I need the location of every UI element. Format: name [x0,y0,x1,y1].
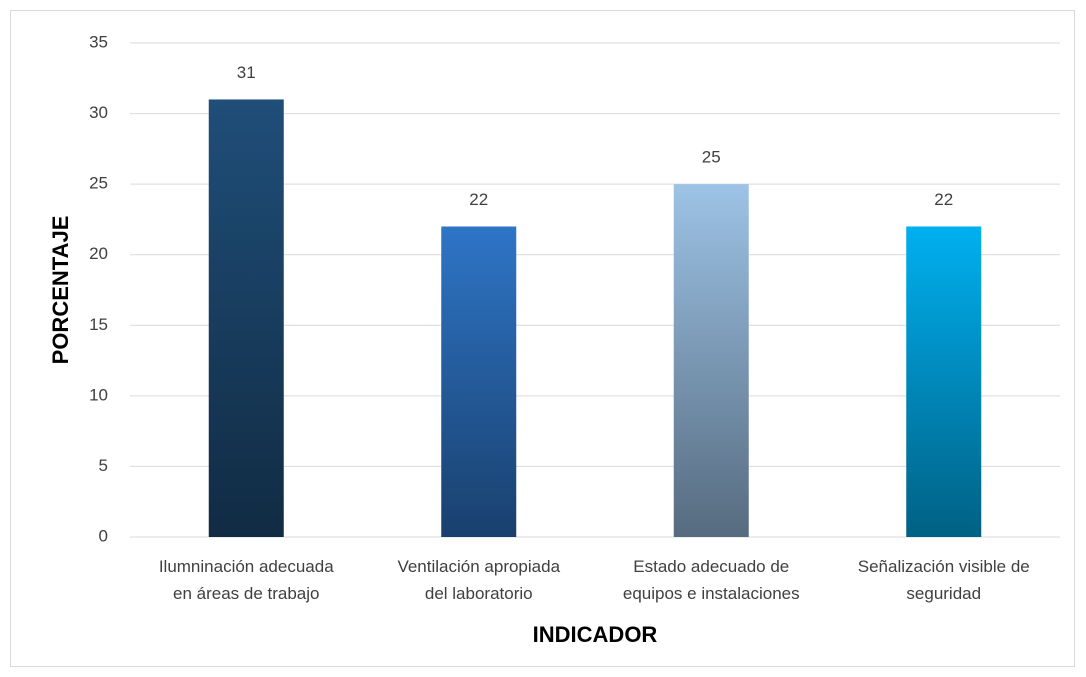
bar [906,226,982,537]
data-label: 25 [702,148,721,167]
chart-border [10,10,1075,667]
y-tick-label: 15 [89,315,108,334]
y-axis-title: PORCENTAJE [48,216,73,365]
x-tick-label: Estado adecuado de equipos e instalacione… [623,557,800,603]
x-axis-title: INDICADOR [533,622,658,647]
bar [208,99,284,537]
y-tick-label: 35 [89,32,108,51]
x-tick-label: Ventilación apropiada del laboratorio [397,557,560,603]
y-tick-label: 5 [99,456,108,475]
y-tick-label: 25 [89,174,108,193]
bar [441,226,517,537]
y-tick-label: 0 [99,526,108,545]
x-tick-label: Señalización visible de seguridad [858,557,1030,603]
bar [673,184,749,537]
data-label: 22 [469,190,488,209]
y-tick-label: 10 [89,385,108,404]
data-label: 31 [237,63,256,82]
x-tick-label: Ilumninación adecuada en áreas de trabajo [159,557,334,603]
y-tick-label: 20 [89,244,108,263]
y-tick-label: 30 [89,103,108,122]
data-label: 22 [934,190,953,209]
